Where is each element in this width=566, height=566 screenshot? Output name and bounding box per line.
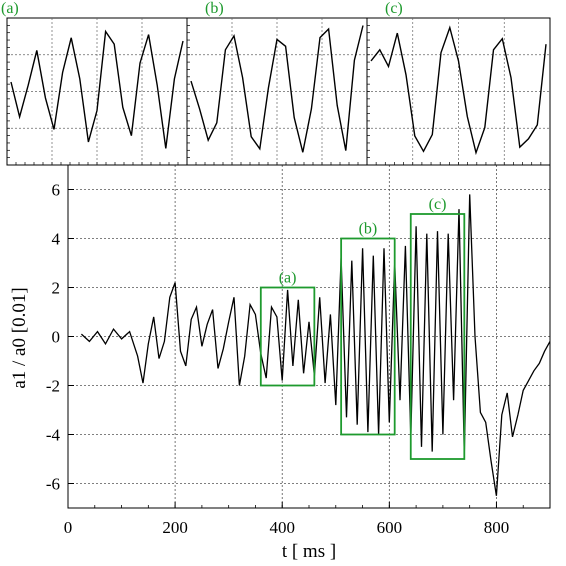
inset-a-series-line <box>10 29 184 149</box>
main-series-line <box>80 194 551 496</box>
inset-panel-c: (c) <box>366 0 551 166</box>
y-tick-label: -6 <box>46 475 60 494</box>
main-tick-labels: -6 -4 -2 0 2 4 6 0 200 400 600 800 <box>46 181 509 538</box>
x-tick-label: 400 <box>269 518 295 537</box>
x-tick-label: 600 <box>377 518 403 537</box>
main-ticks <box>67 189 551 508</box>
y-tick-label: 0 <box>52 328 61 347</box>
y-tick-label: -4 <box>46 426 61 445</box>
x-axis-label: t [ ms ] <box>282 541 336 562</box>
inset-panel-a: (a) <box>1 0 188 166</box>
inset-a-grid <box>7 18 187 165</box>
inset-c-label: (c) <box>385 0 403 17</box>
x-tick-label: 800 <box>484 518 510 537</box>
inset-b-series-line <box>190 25 364 153</box>
main-panel: -6 -4 -2 0 2 4 6 0 200 400 600 800 (a) (b) (c) t [ ms… <box>9 164 551 562</box>
highlight-box-a <box>259 286 316 387</box>
main-grid <box>68 165 550 508</box>
inset-panel-b: (b) <box>186 0 368 166</box>
inset-a-label: (a) <box>1 0 19 17</box>
inset-c-series-line <box>370 25 547 156</box>
inset-c-grid <box>367 18 550 165</box>
highlight-boxes: (a) (b) (c) <box>259 196 466 460</box>
highlight-box-b <box>340 237 396 436</box>
highlight-box-label-a: (a) <box>279 270 297 287</box>
main-plot-frame <box>67 164 551 509</box>
y-tick-label: -2 <box>46 377 60 396</box>
highlight-box-label-c: (c) <box>429 196 447 213</box>
y-tick-label: 6 <box>52 181 61 200</box>
x-tick-label: 200 <box>162 518 188 537</box>
y-axis-label: a1 / a0 [0.01] <box>9 287 30 388</box>
x-tick-label: 0 <box>64 518 73 537</box>
highlight-box-label-b: (b) <box>359 221 378 238</box>
inset-b-label: (b) <box>205 0 224 17</box>
y-tick-label: 4 <box>52 230 61 249</box>
y-tick-label: 2 <box>52 279 61 298</box>
highlight-box-c <box>409 213 466 460</box>
